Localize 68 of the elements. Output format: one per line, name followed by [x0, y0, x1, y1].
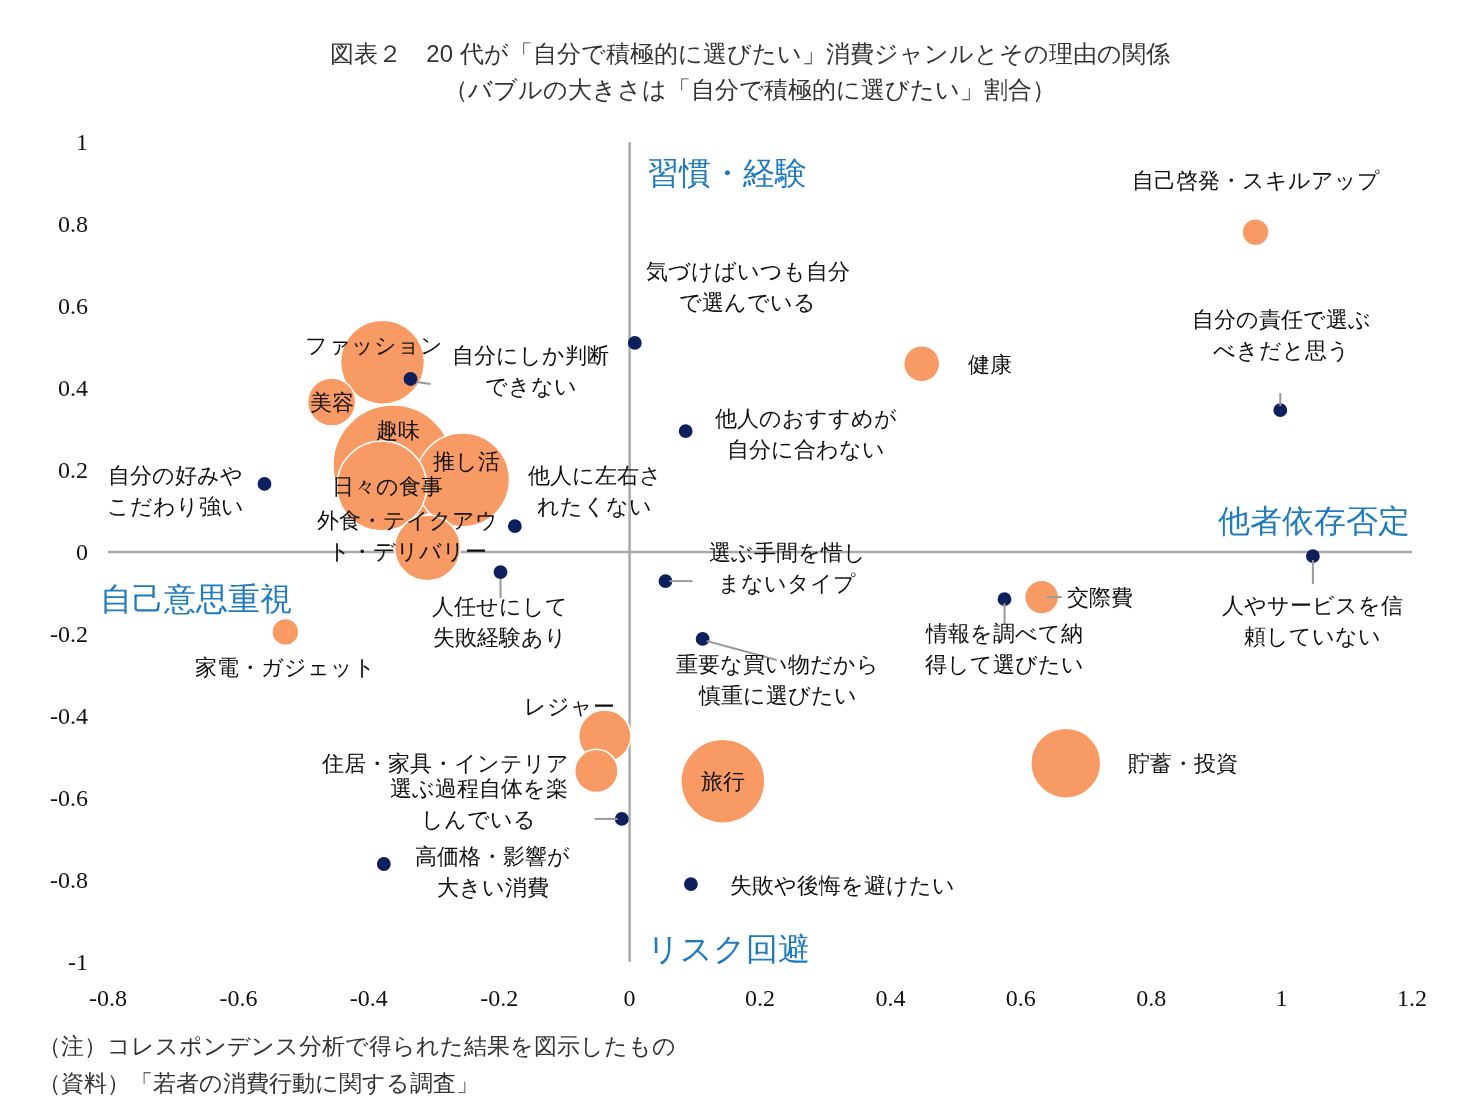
annotation: 旅行 — [700, 768, 745, 794]
annotation: 健康 — [967, 351, 1012, 377]
annotation: 情報を調べて納得して選びたい — [925, 620, 1084, 677]
annotation: 他人のおすすめが自分に合わない — [714, 405, 897, 462]
text: （注）コレスポンデンス分析で得られた結果を図示したもの — [38, 1033, 676, 1059]
y-tick-label: 0 — [76, 539, 88, 565]
y-tick-label: -0.8 — [50, 867, 88, 893]
chart-subtitle: （バブルの大きさは「自分で積極的に選びたい」割合） — [444, 76, 1056, 103]
annotation: 選ぶ手間を惜しまないタイプ — [708, 539, 866, 596]
point — [683, 877, 698, 891]
point — [658, 574, 673, 589]
y-tick-label: 0.8 — [58, 211, 88, 237]
x-tick-label: 0.2 — [745, 985, 775, 1011]
y-tick-label: -0.4 — [50, 703, 88, 729]
y-tick-label: 0.4 — [58, 375, 88, 401]
point — [614, 812, 629, 826]
annotation: 他人に左右されたくない — [527, 462, 662, 519]
chart-title: 図表２ 20 代が「自分で積極的に選びたい」消費ジャンルとその理由の関係 — [330, 40, 1170, 67]
annotation: 貯蓄・投資 — [1127, 750, 1238, 776]
point — [403, 372, 418, 386]
annotation: 高価格・影響が大きい消費 — [415, 843, 571, 900]
annotation: 自分の好みやこだわり強い — [106, 462, 244, 519]
y-tick-label: -1 — [68, 949, 88, 975]
annotation: 自己意思重視 — [100, 581, 292, 617]
annotation: 推し活 — [433, 448, 501, 474]
x-tick-label: 0 — [623, 985, 636, 1011]
annotation: 失敗や後悔を避けたい — [729, 872, 955, 898]
annotation: 美容 — [309, 389, 354, 415]
annotation: 人任せにして失敗経験あり — [431, 593, 568, 650]
x-tick-label: 0.6 — [1005, 985, 1036, 1011]
text: （資料）「若者の消費行動に関する調査」 — [38, 1070, 479, 1096]
x-tick-label: 0.4 — [875, 985, 906, 1011]
y-tick-label: -0.2 — [50, 621, 88, 647]
annotation: 交際費 — [1066, 584, 1133, 610]
x-tick-label: 1 — [1275, 985, 1288, 1011]
annotation: リスク回避 — [647, 931, 810, 967]
point — [997, 592, 1012, 607]
y-tick-label: 0.6 — [58, 293, 88, 319]
annotation: 趣味 — [375, 417, 420, 443]
annotation: 気づけばいつも自分で選んでいる — [645, 258, 850, 315]
annotation: 人やサービスを信頼していない — [1222, 592, 1404, 649]
y-tick-label: -0.6 — [50, 785, 88, 811]
x-tick-label: -0.2 — [480, 985, 519, 1011]
annotation: 住居・家具・インテリア — [321, 750, 570, 776]
annotation: 選ぶ過程自体を楽しんでいる — [389, 775, 568, 832]
annotation: 他者依存否定 — [1218, 503, 1410, 539]
point — [376, 857, 391, 871]
annotation: 自分にしか判断できない — [452, 342, 610, 399]
annotation: 習慣・経験 — [647, 155, 807, 191]
y-tick-label: 1 — [76, 129, 88, 155]
point — [1273, 403, 1288, 418]
annotation: 自己啓発・スキルアップ — [1131, 167, 1380, 193]
point — [493, 565, 508, 579]
x-tick-label: 1.2 — [1397, 985, 1427, 1011]
point — [257, 477, 272, 491]
annotation: 重要な買い物だから慎重に選びたい — [676, 651, 880, 708]
point — [1305, 549, 1320, 563]
y-tick-label: 0.2 — [58, 457, 88, 483]
x-tick-label: -0.4 — [349, 985, 388, 1011]
point — [627, 336, 642, 350]
annotation: レジャー — [524, 693, 616, 719]
point — [695, 632, 710, 646]
x-tick-label: 0.8 — [1136, 985, 1167, 1011]
point — [678, 424, 693, 438]
annotation: 自分の責任で選ぶべきだと思う — [1191, 306, 1371, 363]
point — [507, 519, 522, 534]
annotation: 家電・ガジェット — [194, 654, 376, 680]
x-tick-label: -0.6 — [219, 985, 258, 1011]
